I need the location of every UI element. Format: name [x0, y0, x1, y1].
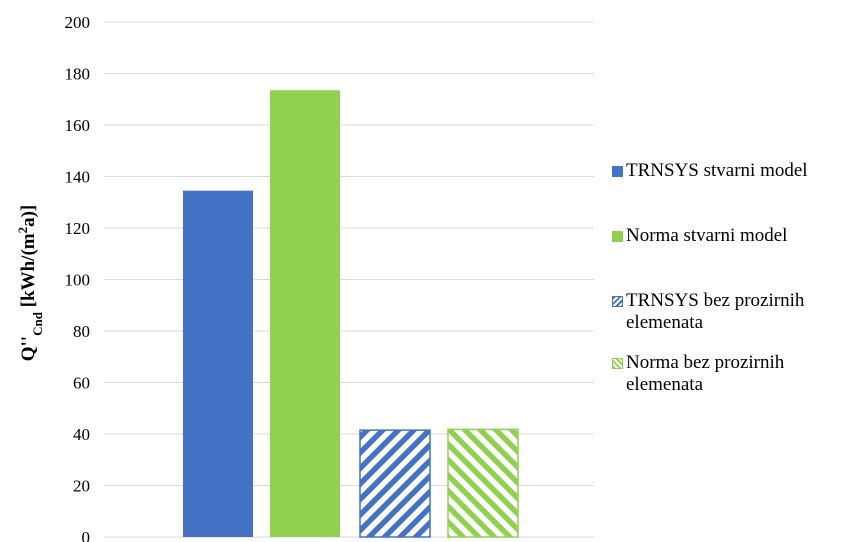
- legend-item: Norma stvarni model: [612, 225, 861, 247]
- gridlines: [104, 21, 594, 538]
- legend-item: Norma bez prozirnih elemenata: [612, 352, 861, 396]
- legend-swatch-hatch-blue: [612, 296, 623, 307]
- y-tick-label: 0: [82, 528, 91, 542]
- y-tick-label: 60: [73, 374, 90, 393]
- legend-swatch-solid-blue: [612, 166, 623, 177]
- y-tick-label: 100: [65, 271, 91, 290]
- legend-label: TRNSYS stvarni model: [626, 160, 808, 181]
- y-tick-label: 20: [73, 477, 90, 496]
- y-tick-label: 160: [65, 116, 91, 135]
- legend-item: TRNSYS stvarni model: [612, 160, 861, 182]
- legend-label: Norma stvarni model: [626, 225, 788, 246]
- legend-label: TRNSYS bez prozirnih elemenata: [626, 290, 805, 333]
- y-label-sub: Cnd: [30, 311, 45, 336]
- y-label-unit: [kWh/(m: [18, 233, 39, 312]
- bar-4: [447, 428, 519, 538]
- y-tick-label: 140: [65, 168, 91, 187]
- bar-3: [359, 429, 431, 538]
- legend-swatch-solid-green: [612, 231, 623, 242]
- y-axis-label: Q''Cnd [kWh/(m2a)]: [15, 205, 45, 362]
- y-tick-label: 40: [73, 425, 90, 444]
- legend: TRNSYS stvarni model Norma stvarni model…: [612, 0, 865, 542]
- bar-1: [183, 190, 253, 537]
- y-tick-label: 180: [65, 65, 91, 84]
- y-label-sup: 2: [15, 227, 30, 234]
- chart-canvas: 0 20 40 60 80 100 120 140 160 180 200 Q''Cnd [kWh/…: [15, 13, 594, 542]
- y-tick-label: 120: [65, 219, 91, 238]
- legend-label: Norma bez prozirnih elemenata: [626, 352, 785, 395]
- legend-item: TRNSYS bez prozirnih elemenata: [612, 290, 861, 334]
- y-tick-label: 80: [73, 322, 90, 341]
- y-tick-label: 200: [65, 13, 91, 32]
- bars: [183, 90, 519, 538]
- y-axis-ticks: 0 20 40 60 80 100 120 140 160 180 200: [65, 13, 91, 542]
- y-label-main: Q'': [18, 336, 39, 361]
- legend-swatch-hatch-green: [612, 358, 623, 369]
- bar-2: [270, 90, 340, 538]
- y-label-tail: a)]: [18, 205, 39, 227]
